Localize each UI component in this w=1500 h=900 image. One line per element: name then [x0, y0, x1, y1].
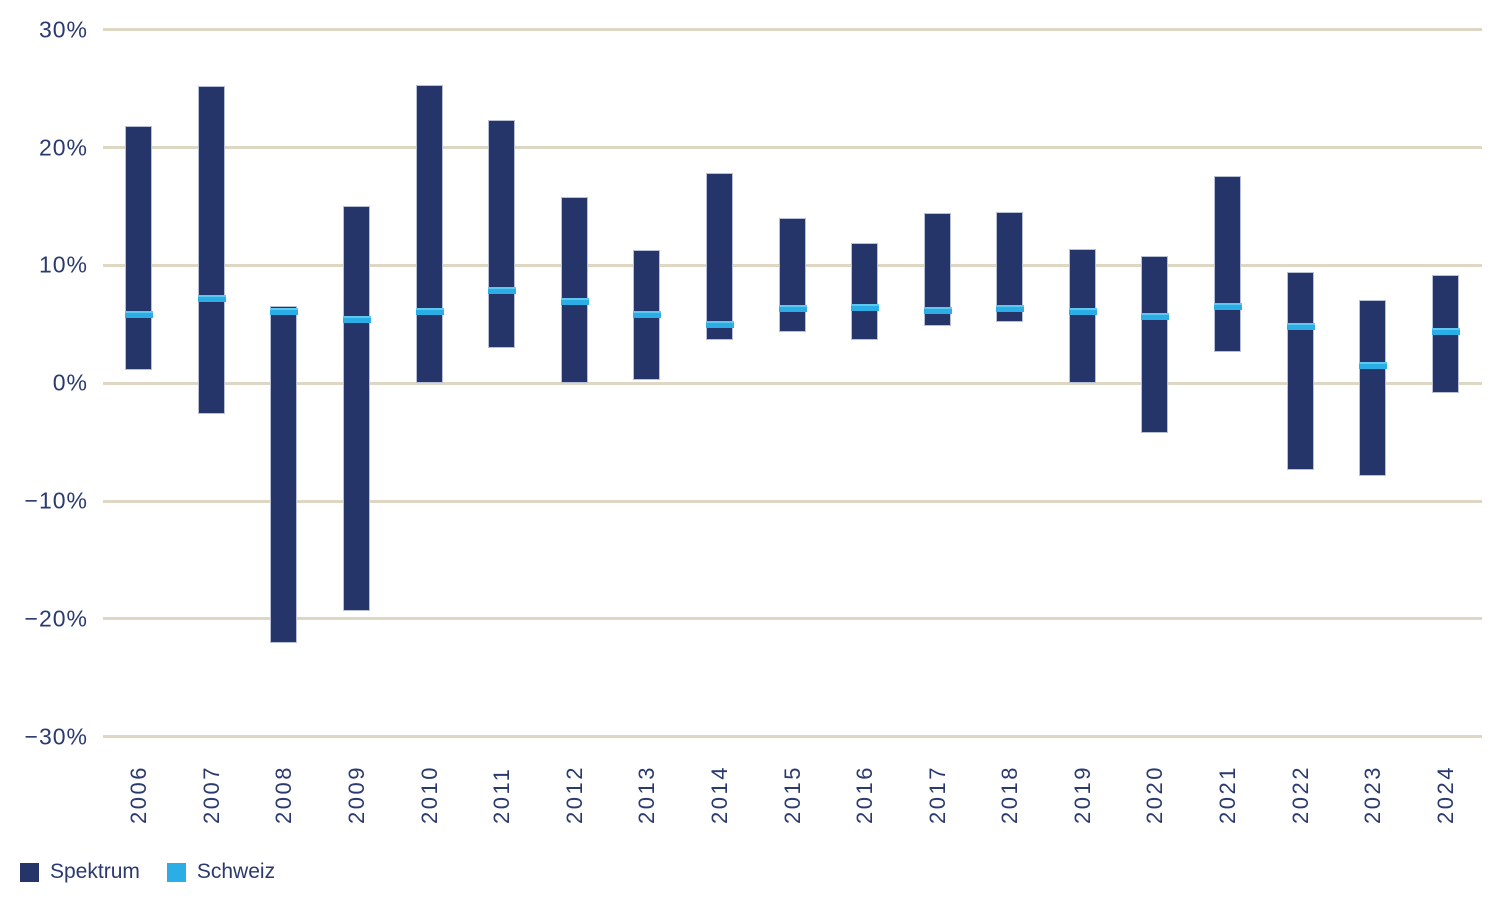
schweiz-marker-2010: [415, 307, 444, 315]
spektrum-bar-2010: [415, 84, 443, 383]
x-axis-label-2012: 2012: [561, 765, 587, 825]
spektrum-bar-2023: [1359, 300, 1387, 476]
schweiz-marker-2016: [851, 304, 880, 312]
spektrum-bar-2016: [851, 242, 879, 341]
schweiz-marker-2012: [560, 298, 589, 306]
x-axis-label-2009: 2009: [344, 765, 370, 825]
x-axis-label-2021: 2021: [1214, 765, 1240, 825]
legend-label-spektrum: Spektrum: [50, 860, 140, 883]
schweiz-marker-2011: [488, 286, 517, 294]
schweiz-marker-2024: [1431, 327, 1460, 335]
schweiz-marker-2007: [197, 294, 226, 302]
legend-item-spektrum: Spektrum: [20, 860, 140, 884]
legend: Spektrum Schweiz: [20, 860, 275, 884]
x-axis-label-2017: 2017: [924, 765, 950, 825]
schweiz-marker-2019: [1068, 307, 1097, 315]
x-axis-label-2015: 2015: [779, 765, 805, 825]
x-axis-label-2007: 2007: [198, 765, 224, 825]
gridline: [103, 146, 1482, 150]
gridline: [103, 617, 1482, 621]
y-tick-label: 30%: [38, 16, 88, 43]
y-tick-label: −20%: [24, 605, 88, 632]
schweiz-marker-2021: [1213, 303, 1242, 311]
gridline: [103, 381, 1482, 385]
schweiz-marker-2023: [1359, 362, 1388, 370]
spektrum-bar-2007: [197, 86, 225, 415]
y-tick-label: 0%: [52, 369, 88, 396]
x-axis-label-2014: 2014: [706, 765, 732, 825]
x-axis-label-2024: 2024: [1432, 765, 1458, 825]
x-axis-label-2013: 2013: [634, 765, 660, 825]
gridline: [103, 28, 1482, 32]
x-axis-label-2011: 2011: [489, 766, 515, 824]
spektrum-bar-2006: [125, 126, 153, 370]
y-tick-label: 10%: [38, 251, 88, 278]
legend-swatch-schweiz: [166, 862, 186, 882]
x-axis-label-2006: 2006: [126, 765, 152, 825]
legend-label-schweiz: Schweiz: [196, 860, 276, 883]
schweiz-marker-2013: [633, 311, 662, 319]
spektrum-bar-2018: [996, 212, 1024, 323]
x-axis-label-2022: 2022: [1287, 765, 1313, 825]
spektrum-bar-2014: [705, 173, 733, 341]
y-tick-label: −30%: [24, 723, 88, 750]
x-axis-label-2010: 2010: [416, 765, 442, 825]
schweiz-marker-2017: [923, 306, 952, 314]
legend-item-schweiz: Schweiz: [166, 860, 276, 884]
spektrum-bar-2019: [1068, 248, 1096, 383]
schweiz-marker-2006: [125, 311, 154, 319]
legend-swatch-spektrum: [20, 862, 39, 882]
gridline: [103, 735, 1482, 739]
spektrum-bar-2021: [1213, 175, 1241, 352]
schweiz-marker-2014: [705, 320, 734, 328]
schweiz-marker-2022: [1286, 323, 1315, 331]
schweiz-marker-2009: [343, 316, 372, 324]
x-axis-label-2016: 2016: [852, 765, 878, 825]
gridline: [103, 499, 1482, 503]
x-axis-label-2020: 2020: [1142, 765, 1168, 825]
spektrum-bar-2020: [1141, 255, 1169, 434]
y-tick-label: −10%: [24, 487, 88, 514]
x-axis-label-2008: 2008: [271, 765, 297, 825]
spektrum-bar-2011: [488, 120, 516, 349]
x-axis-label-2023: 2023: [1360, 765, 1386, 825]
spektrum-bar-2008: [270, 306, 298, 643]
spektrum-bar-2009: [343, 206, 371, 612]
x-axis-label-2018: 2018: [997, 765, 1023, 825]
schweiz-marker-2015: [778, 305, 807, 313]
schweiz-marker-2020: [1141, 312, 1170, 320]
x-axis-label-2019: 2019: [1069, 765, 1095, 825]
schweiz-marker-2018: [996, 305, 1025, 313]
spektrum-bar-2022: [1286, 272, 1314, 470]
spektrum-bar-2015: [778, 217, 806, 332]
y-tick-label: 20%: [38, 134, 88, 161]
spektrum-bar-2012: [560, 196, 588, 383]
schweiz-marker-2008: [270, 307, 299, 315]
